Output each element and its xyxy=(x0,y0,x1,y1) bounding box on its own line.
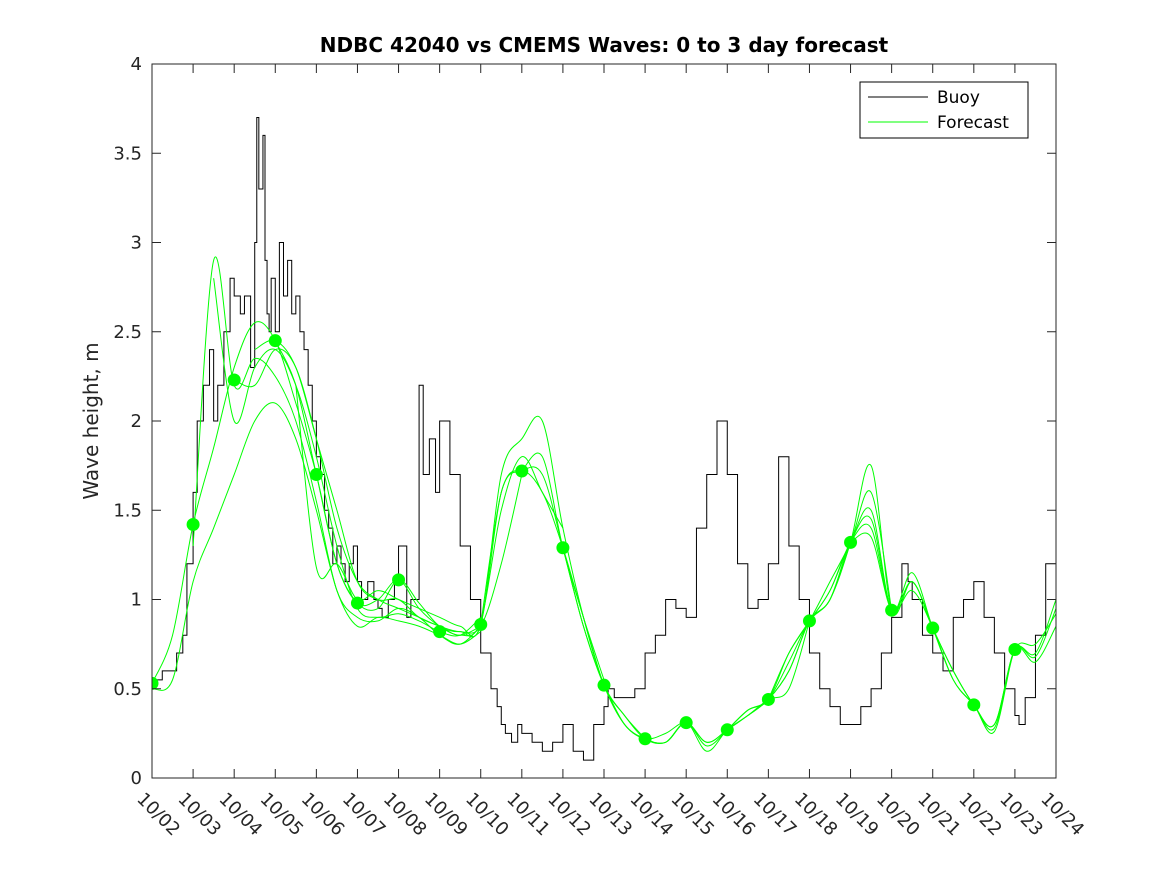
forecast-start-marker xyxy=(967,698,981,712)
forecast-series-line-10 xyxy=(562,490,893,747)
forecast-start-marker xyxy=(885,603,899,617)
x-tick-label: 10/05 xyxy=(256,789,308,841)
forecast-series-line-15 xyxy=(850,532,1056,734)
forecast-start-marker xyxy=(227,373,241,387)
forecast-start-marker xyxy=(720,723,734,737)
x-tick-label: 10/07 xyxy=(338,789,390,841)
forecast-start-marker xyxy=(556,541,570,555)
y-tick-label: 3.5 xyxy=(113,143,142,164)
legend-box xyxy=(859,81,1029,139)
legend: Buoy Forecast xyxy=(859,81,1029,139)
y-tick-label: 0.5 xyxy=(113,679,142,700)
forecast-start-marker xyxy=(350,596,364,610)
y-tick-label: 4 xyxy=(131,54,142,75)
x-tick-label: 10/13 xyxy=(584,789,636,841)
plot-frame xyxy=(151,63,1057,779)
x-tick-label: 10/20 xyxy=(872,789,924,841)
x-tick-label: 10/18 xyxy=(790,789,842,841)
x-tick-label: 10/15 xyxy=(667,789,719,841)
forecast-start-marker xyxy=(515,464,529,478)
y-tick-label: 1.5 xyxy=(113,500,142,521)
forecast-series-line-11 xyxy=(603,463,934,744)
forecast-start-marker xyxy=(186,518,200,532)
y-tick-label: 2 xyxy=(131,411,142,432)
x-tick-label: 10/23 xyxy=(995,789,1047,841)
y-axis-label: Wave height, m xyxy=(79,342,103,499)
x-tick-label: 10/17 xyxy=(749,789,801,841)
x-tick-label: 10/22 xyxy=(954,789,1006,841)
forecast-series-line-1 xyxy=(152,402,482,691)
forecast-series-line-0 xyxy=(152,321,481,684)
x-tick-label: 10/04 xyxy=(215,789,267,841)
forecast-start-marker xyxy=(926,621,940,635)
y-tick-label: 0 xyxy=(131,768,142,789)
forecast-start-marker xyxy=(638,732,652,746)
x-tick-label: 10/21 xyxy=(913,789,965,841)
forecast-start-marker xyxy=(761,692,775,706)
x-tick-label: 10/09 xyxy=(420,789,472,841)
forecast-series-line-5 xyxy=(254,339,564,637)
x-tick-label: 10/11 xyxy=(502,789,554,841)
forecast-series-line-8 xyxy=(480,466,810,752)
x-tick-label: 10/03 xyxy=(174,789,226,841)
forecast-start-marker xyxy=(152,676,159,690)
x-tick-label: 10/02 xyxy=(132,789,184,841)
forecast-start-marker xyxy=(309,468,323,482)
forecast-start-marker xyxy=(392,573,406,587)
x-tick-label: 10/08 xyxy=(379,789,431,841)
x-tick-label: 10/16 xyxy=(708,789,760,841)
y-axis: 0 0.5 1 1.5 2 2.5 3 3.5 4 xyxy=(113,54,1056,789)
forecast-start-marker xyxy=(597,678,611,692)
x-tick-label: 10/19 xyxy=(831,789,883,841)
x-tick-label: 10/14 xyxy=(626,789,678,841)
forecast-start-marker xyxy=(433,625,447,639)
buoy-series-line xyxy=(152,117,1056,761)
forecast-start-marker xyxy=(844,535,858,549)
chart-title: NDBC 42040 vs CMEMS Waves: 0 to 3 day fo… xyxy=(320,33,889,57)
y-tick-label: 3 xyxy=(131,233,142,254)
forecast-start-marker xyxy=(802,614,816,628)
forecast-start-marker xyxy=(679,716,693,730)
legend-forecast-label: Forecast xyxy=(937,113,1009,133)
x-tick-label: 10/12 xyxy=(543,789,595,841)
forecast-series-line-3 xyxy=(213,278,482,637)
forecast-series-line-2 xyxy=(192,256,482,645)
plot-area xyxy=(152,117,1056,761)
forecast-start-marker xyxy=(474,617,488,631)
y-tick-label: 1 xyxy=(131,590,142,611)
forecast-series-line-9 xyxy=(521,452,852,743)
y-tick-label: 2.5 xyxy=(113,322,142,343)
x-tick-label: 10/10 xyxy=(461,789,513,841)
x-tick-label: 10/24 xyxy=(1036,789,1088,841)
x-axis: 10/0210/0310/0410/0510/0610/0710/0810/09… xyxy=(132,64,1088,840)
forecast-start-marker xyxy=(268,334,282,348)
forecast-start-marker xyxy=(1008,642,1022,656)
x-tick-label: 10/06 xyxy=(297,789,349,841)
legend-buoy-label: Buoy xyxy=(937,88,980,108)
